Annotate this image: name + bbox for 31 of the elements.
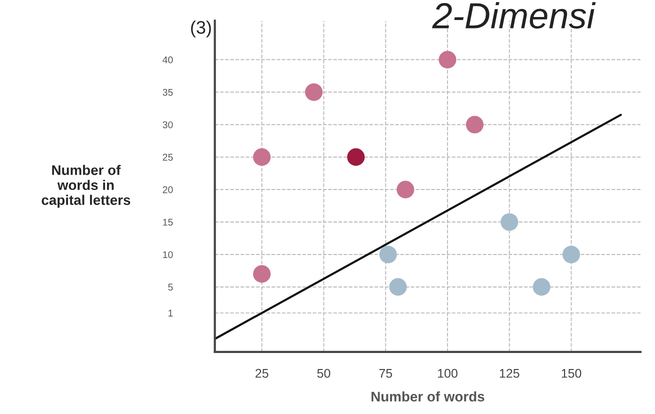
y-tick-label: 40	[162, 56, 173, 64]
point	[253, 148, 271, 166]
x-tick-label: 150	[562, 368, 582, 378]
y-tick-label: 10	[163, 251, 173, 258]
x-tick-label: 100	[438, 368, 458, 378]
point	[532, 278, 550, 296]
y-axis-title: Number of words in capital letters	[42, 164, 130, 208]
x-tick-label: 125	[500, 368, 520, 378]
point	[562, 246, 580, 264]
point	[396, 180, 414, 198]
x-tick-label: 25	[256, 368, 268, 378]
y-tick-label: 1	[168, 310, 173, 316]
y-tick-label: 20	[162, 186, 173, 194]
y-tick-label: 30	[162, 121, 173, 128]
point	[438, 50, 456, 68]
point	[389, 278, 407, 296]
point	[347, 148, 365, 166]
point	[500, 213, 518, 231]
text: (3)	[191, 20, 211, 38]
point	[379, 246, 397, 264]
x-tick-label: 75	[379, 369, 392, 378]
point	[466, 116, 484, 134]
y-tick-label: 5	[168, 284, 173, 291]
x-tick-label: 50	[317, 368, 330, 378]
point	[253, 265, 271, 283]
point	[305, 83, 323, 101]
y-tick-label: 35	[162, 88, 173, 96]
y-tick-label: 15	[163, 218, 173, 226]
y-tick-label: 25	[162, 154, 173, 161]
x-axis-title: Number of words	[372, 391, 484, 402]
chart-title: 2-Dimensi	[432, 2, 596, 29]
